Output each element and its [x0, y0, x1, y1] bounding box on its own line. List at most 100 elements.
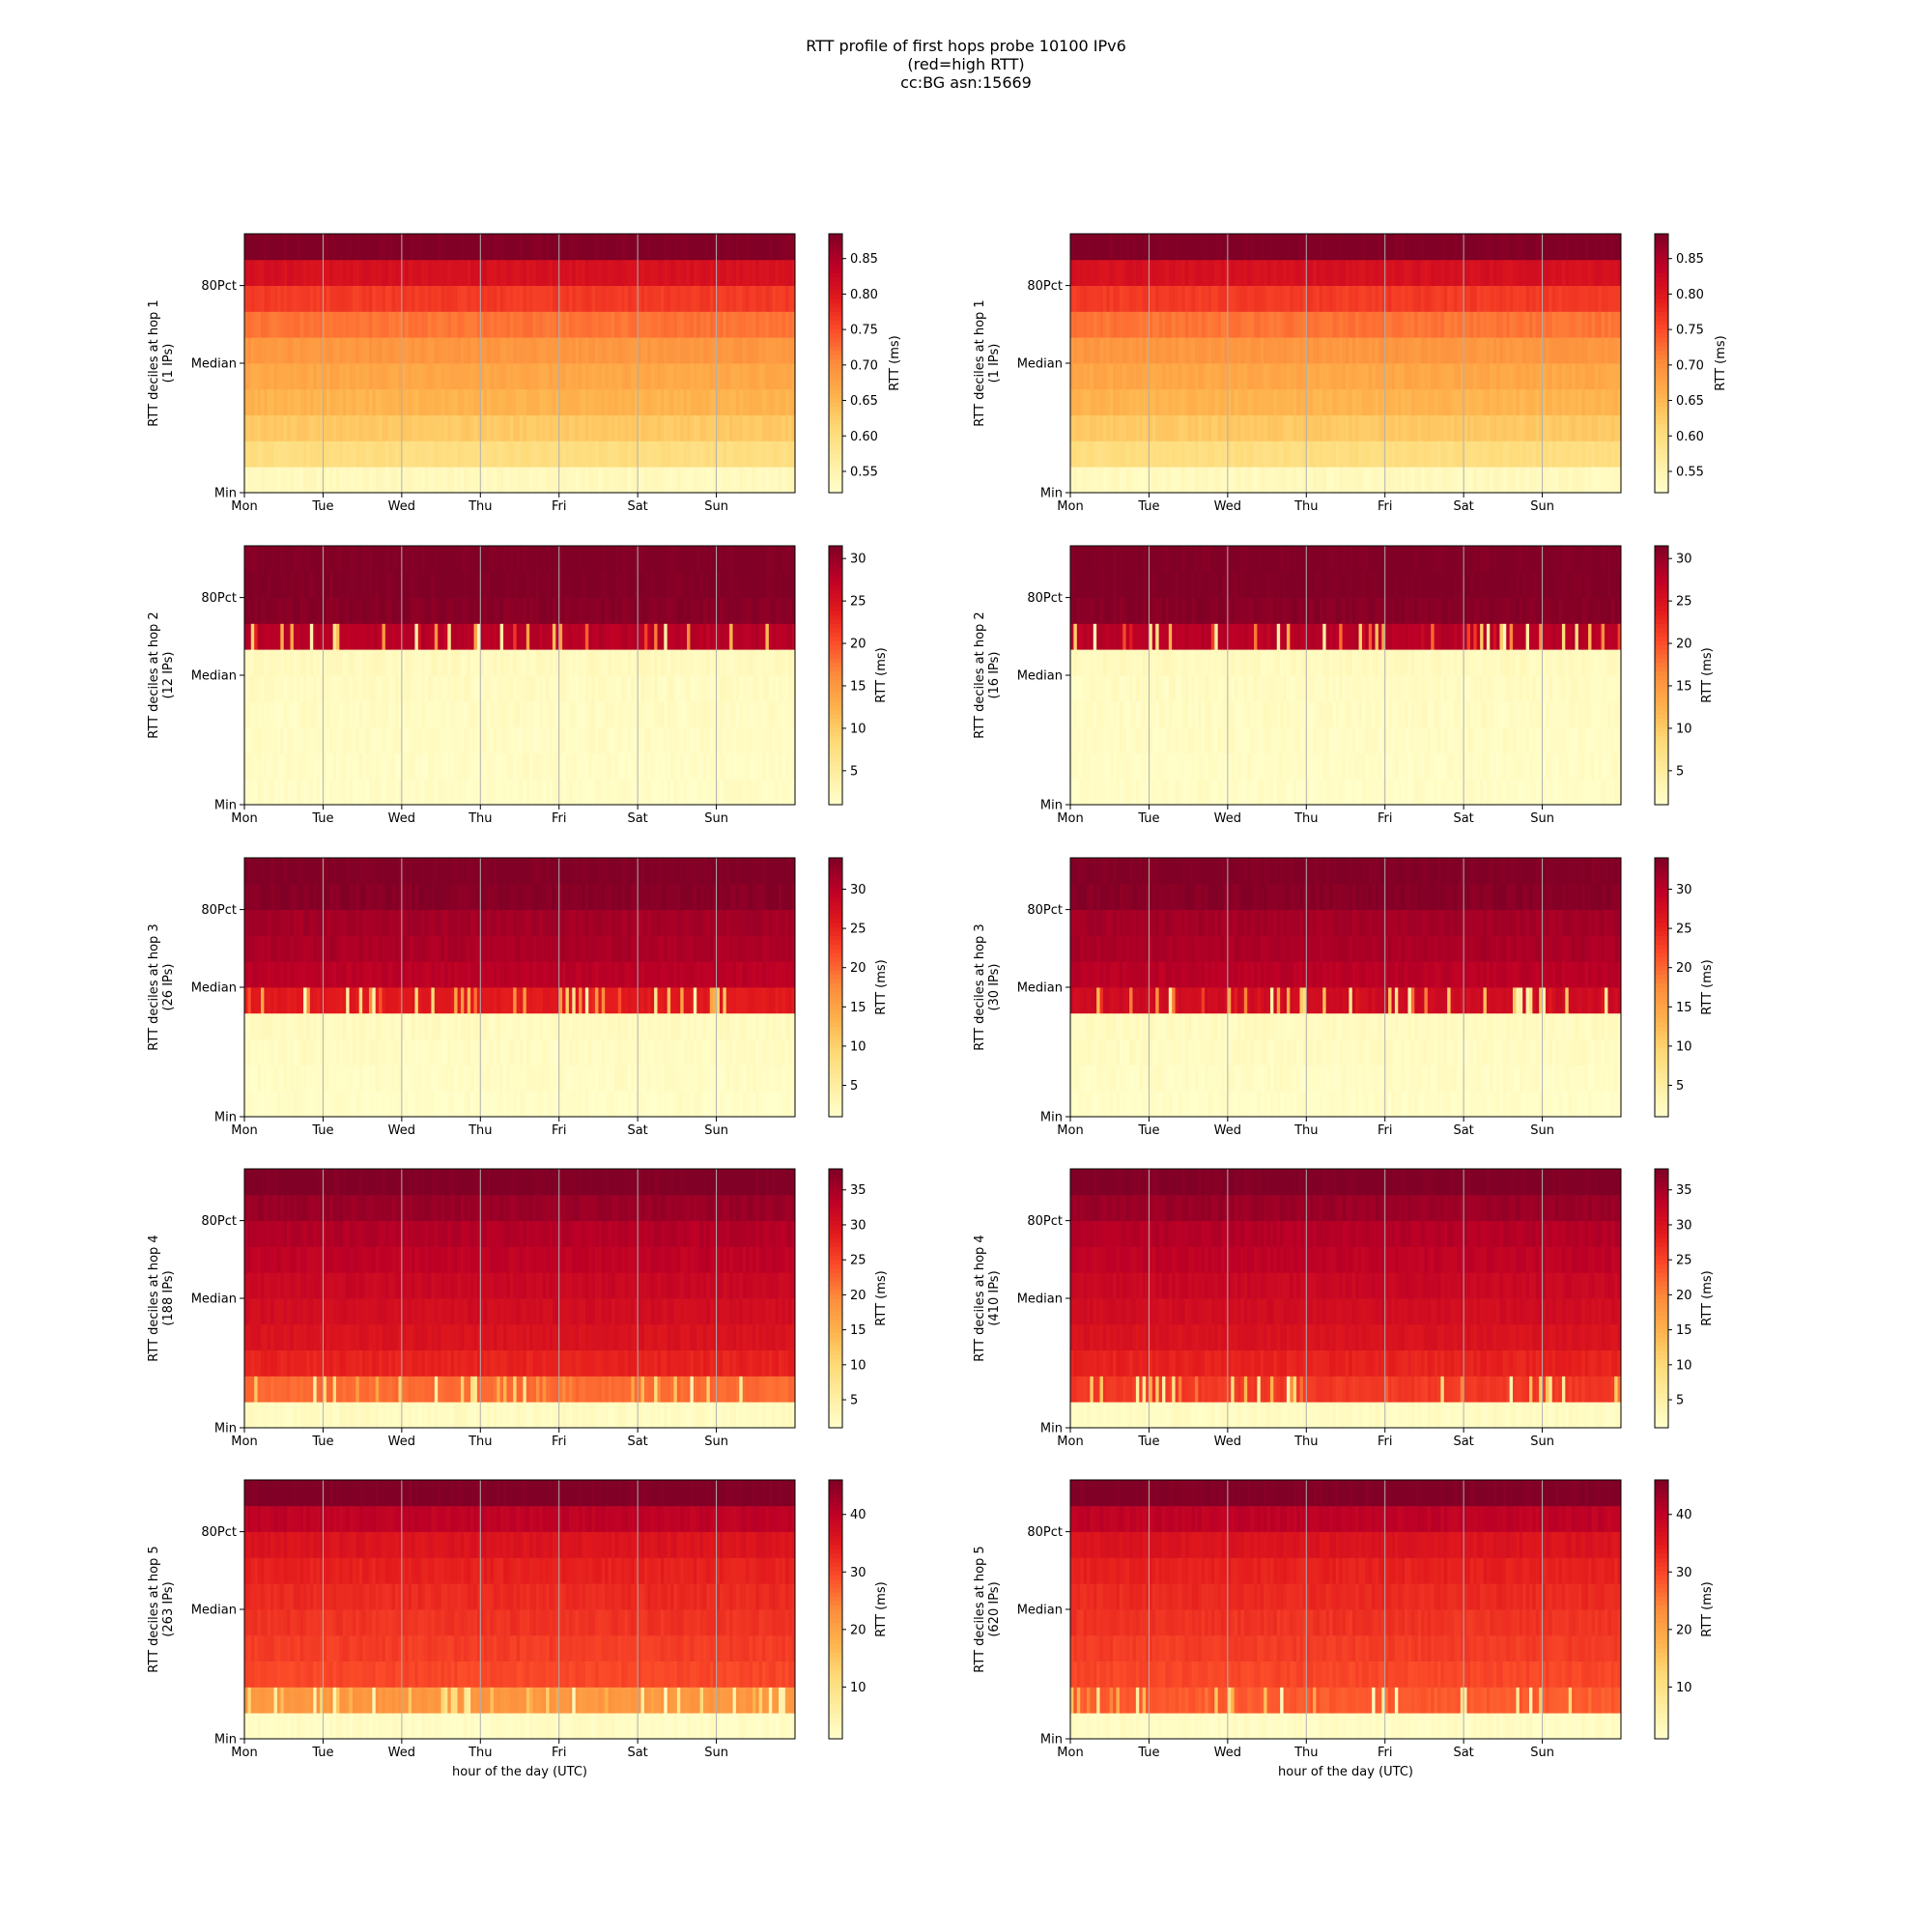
heatmap-cell: [1243, 440, 1248, 468]
heatmap-cell: [621, 337, 625, 364]
heatmap-cell: [755, 311, 760, 338]
heatmap-cell: [1391, 259, 1396, 286]
heatmap-cell: [1299, 285, 1304, 312]
heatmap-cell: [558, 467, 563, 494]
heatmap-cell: [1116, 234, 1121, 261]
heatmap-cell: [1073, 414, 1078, 441]
heatmap-cell: [1129, 388, 1133, 415]
heatmap-cell: [355, 467, 360, 494]
heatmap-cell: [1283, 285, 1288, 312]
heatmap-cell: [529, 311, 533, 338]
heatmap-cell: [342, 311, 347, 338]
heatmap-cell: [1480, 414, 1484, 441]
heatmap-cell: [483, 597, 488, 624]
heatmap-cell: [1319, 285, 1323, 312]
heatmap-cell: [388, 649, 393, 676]
heatmap-cell: [1132, 414, 1137, 441]
heatmap-cell: [1093, 414, 1097, 441]
heatmap-cell: [352, 779, 356, 806]
heatmap-cell: [552, 753, 556, 780]
heatmap-cell: [558, 649, 563, 676]
heatmap-cell: [391, 311, 396, 338]
heatmap-cell: [280, 649, 285, 676]
heatmap-cell: [1463, 259, 1467, 286]
heatmap-cell: [1198, 311, 1203, 338]
heatmap-cell: [276, 234, 281, 261]
heatmap-cell: [336, 571, 340, 598]
heatmap-cell: [1168, 234, 1173, 261]
heatmap-cell: [725, 649, 730, 676]
heatmap-cell: [506, 675, 511, 702]
heatmap-cell: [1466, 467, 1471, 494]
heatmap-cell: [742, 311, 747, 338]
heatmap-cell: [408, 779, 412, 806]
heatmap-cell: [303, 337, 307, 364]
colorbar-segment: [1655, 371, 1668, 377]
heatmap-cell: [605, 311, 609, 338]
heatmap-cell: [1149, 259, 1153, 286]
heatmap-cell: [290, 285, 295, 312]
heatmap-cell: [1257, 388, 1262, 415]
heatmap-cell: [1325, 259, 1330, 286]
heatmap-cell: [654, 311, 658, 338]
heatmap-cell: [582, 440, 586, 468]
heatmap-cell: [1457, 467, 1462, 494]
heatmap-cell: [1401, 388, 1406, 415]
heatmap-cell: [250, 649, 255, 676]
heatmap-cell: [506, 234, 511, 261]
heatmap-cell: [706, 337, 711, 364]
heatmap-cell: [791, 285, 796, 312]
heatmap-cell: [1581, 440, 1586, 468]
heatmap-cell: [405, 700, 410, 727]
heatmap-cell: [368, 363, 373, 390]
heatmap-cell: [297, 726, 301, 753]
colorbar-segment: [1655, 337, 1668, 343]
heatmap-cell: [749, 700, 753, 727]
heatmap-cell: [667, 285, 671, 312]
heatmap-cell: [1614, 311, 1618, 338]
heatmap-cell: [788, 285, 792, 312]
heatmap-cell: [1188, 311, 1192, 338]
heatmap-cell: [506, 440, 511, 468]
heatmap-cell: [1162, 285, 1166, 312]
heatmap-cell: [362, 363, 366, 390]
heatmap-cell: [388, 311, 393, 338]
heatmap-cell: [687, 414, 691, 441]
colorbar-segment: [829, 470, 842, 476]
heatmap-cell: [529, 623, 533, 650]
heatmap-cell: [1273, 388, 1278, 415]
heatmap-cell: [332, 337, 337, 364]
heatmap-cell: [706, 234, 711, 261]
heatmap-cell: [1601, 259, 1605, 286]
heatmap-cell: [306, 675, 311, 702]
heatmap-cell: [1539, 467, 1543, 494]
heatmap-cell: [1351, 337, 1356, 364]
heatmap-cell: [421, 285, 425, 312]
heatmap-cell: [788, 753, 792, 780]
heatmap-cell: [395, 597, 399, 624]
heatmap-cell: [1417, 388, 1422, 415]
heatmap-cell: [520, 363, 524, 390]
heatmap-cell: [490, 726, 495, 753]
heatmap-cell: [303, 285, 307, 312]
heatmap-cell: [499, 388, 504, 415]
heatmap-cell: [467, 259, 471, 286]
heatmap-cell: [509, 623, 514, 650]
heatmap-cell: [683, 414, 688, 441]
heatmap-cell: [1237, 388, 1241, 415]
heatmap-cell: [1398, 285, 1403, 312]
heatmap-cell: [1178, 414, 1182, 441]
heatmap-cell: [643, 285, 648, 312]
heatmap-cell: [434, 649, 439, 676]
heatmap-cell: [608, 363, 612, 390]
heatmap-cell: [549, 623, 554, 650]
heatmap-cell: [1568, 285, 1573, 312]
heatmap-cell: [414, 571, 419, 598]
heatmap-cell: [542, 675, 547, 702]
heatmap-cell: [1234, 440, 1238, 468]
heatmap-cell: [503, 259, 507, 286]
heatmap-cell: [1083, 388, 1088, 415]
heatmap-cell: [784, 440, 789, 468]
heatmap-cell: [1480, 388, 1484, 415]
heatmap-cell: [457, 597, 462, 624]
